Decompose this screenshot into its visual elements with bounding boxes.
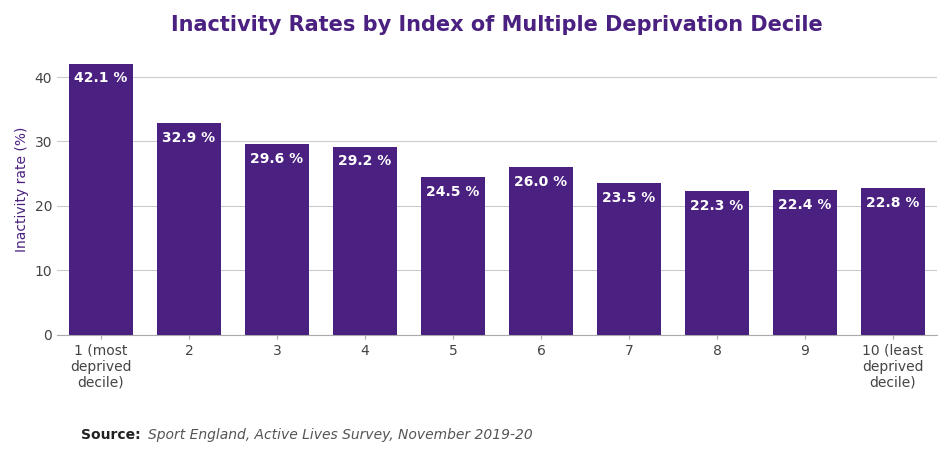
Text: 22.3 %: 22.3 % <box>690 199 744 213</box>
Bar <box>246 144 308 334</box>
Text: 22.8 %: 22.8 % <box>866 195 920 210</box>
Y-axis label: Inactivity rate (%): Inactivity rate (%) <box>15 127 29 252</box>
Text: 22.4 %: 22.4 % <box>779 198 832 212</box>
Text: 32.9 %: 32.9 % <box>163 130 215 144</box>
Text: Source:: Source: <box>81 428 141 442</box>
Bar <box>773 190 837 334</box>
Text: 26.0 %: 26.0 % <box>514 175 567 189</box>
Text: 24.5 %: 24.5 % <box>426 184 480 198</box>
Text: Sport England, Active Lives Survey, November 2019-20: Sport England, Active Lives Survey, Nove… <box>148 428 532 442</box>
Bar <box>69 63 132 334</box>
Bar <box>509 167 573 334</box>
Text: 29.6 %: 29.6 % <box>250 152 304 166</box>
Text: 42.1 %: 42.1 % <box>74 71 128 86</box>
Bar <box>597 183 661 334</box>
Text: 23.5 %: 23.5 % <box>603 191 656 205</box>
Bar <box>157 123 221 334</box>
Bar <box>862 188 924 334</box>
Text: 29.2 %: 29.2 % <box>338 154 391 168</box>
Bar <box>422 177 485 334</box>
Title: Inactivity Rates by Index of Multiple Deprivation Decile: Inactivity Rates by Index of Multiple De… <box>171 15 823 35</box>
Bar <box>685 191 748 334</box>
Bar <box>333 147 397 334</box>
